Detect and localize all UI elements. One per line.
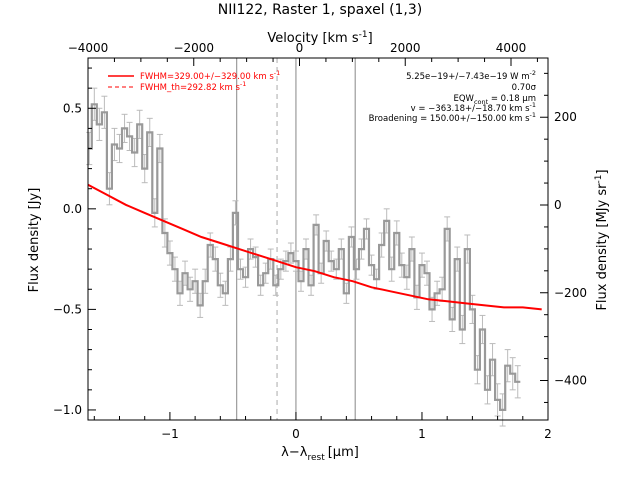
plot-frame	[87, 57, 549, 421]
top-x-axis-label: Velocity [km s-1]	[267, 30, 372, 46]
top-x-tick-label: 4000	[496, 41, 527, 55]
annotation-sigma: 0.70σ	[512, 83, 537, 93]
x-tick-label: −1	[161, 427, 179, 441]
legend-entry-fwhm-th: FWHM_th=292.82 km s-1	[140, 80, 246, 93]
x-axis-label: λ−λrest [μm]	[281, 445, 359, 463]
y-tick-label: −1.0	[53, 403, 82, 417]
top-x-tick-label: 0	[296, 41, 304, 55]
annotation-broadening: Broadening = 150.00+/−150.00 km s-1	[369, 111, 536, 124]
fit-annotations: 5.25e−19+/−7.43e−19 W m-2 0.70σ EQWcont …	[369, 69, 537, 124]
top-x-tick-label: 2000	[390, 41, 421, 55]
y-tick-label: 0.5	[63, 101, 82, 115]
x-tick-label: 2	[544, 427, 552, 441]
top-x-tick-label: −4000	[68, 41, 109, 55]
top-x-tick-label: −2000	[173, 41, 214, 55]
legend-entry-fwhm: FWHM=329.00+/−329.00 km s-1	[140, 69, 280, 82]
annotation-velocity: v = −363.18+/−18.70 km s-1	[411, 101, 536, 114]
right-y-axis-label: Flux density [MJy sr-1]	[594, 169, 610, 310]
annotation-eqw: EQWcont = 0.18 μm	[453, 94, 536, 106]
x-tick-label: 0	[292, 427, 300, 441]
plot-area: −1 0 1 2−1.0−0.50.00.5−4000 −2000 0 2000 4000−4…	[53, 41, 587, 441]
legend: FWHM=329.00+/−329.00 km s-1 FWHM_th=292.…	[108, 69, 280, 93]
y-tick-label: 0.0	[63, 202, 82, 216]
spectrum-step-line	[88, 103, 521, 411]
right-y-tick-label: −400	[554, 374, 587, 388]
x-tick-label: 1	[418, 427, 426, 441]
y-tick-label: −0.5	[53, 302, 82, 316]
y-axis-label: Flux density [Jy]	[27, 188, 42, 293]
chart-title: NII122, Raster 1, spaxel (1,3)	[218, 2, 423, 18]
right-y-tick-label: 200	[554, 110, 577, 124]
right-y-tick-label: −200	[554, 286, 587, 300]
right-y-tick-label: 0	[554, 198, 562, 212]
fit-line	[87, 183, 542, 311]
annotation-flux: 5.25e−19+/−7.43e−19 W m-2	[406, 69, 536, 82]
